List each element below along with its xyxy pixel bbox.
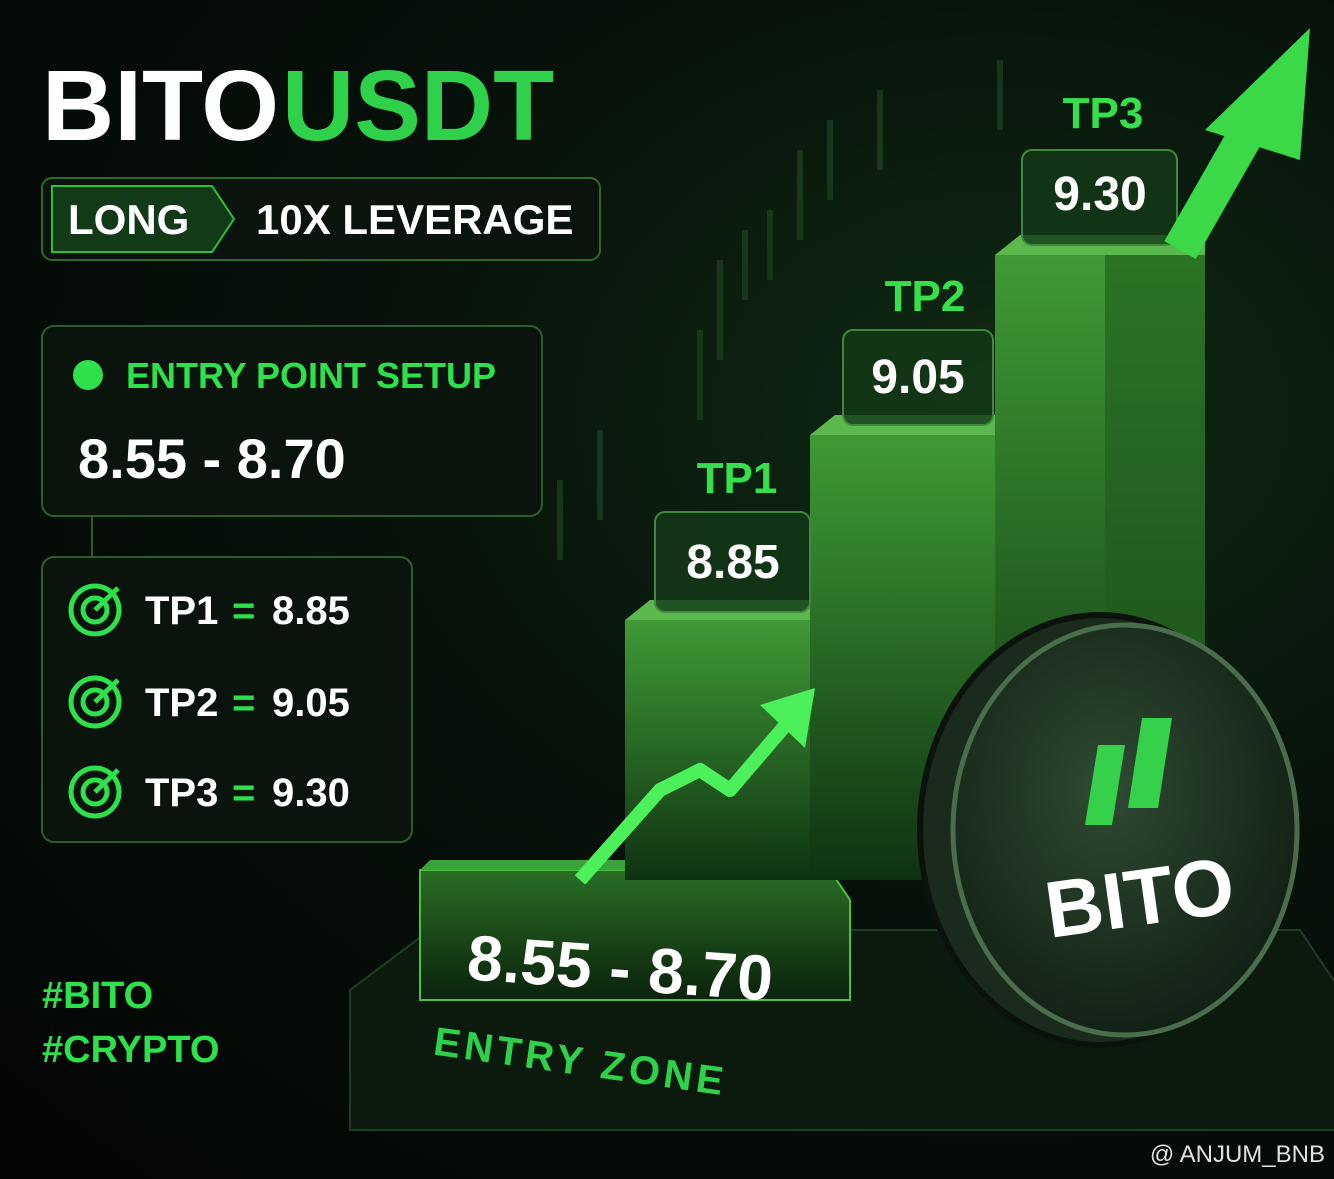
- target-separator: =: [232, 681, 255, 725]
- entry-label: ENTRY POINT SETUP: [126, 355, 496, 396]
- tp-title: TP2: [885, 272, 966, 321]
- illustration: [349, 28, 1334, 1131]
- bg-candles: [557, 60, 1003, 560]
- entry-range: 8.55 - 8.70: [78, 427, 346, 490]
- hashtag: #CRYPTO: [42, 1029, 219, 1071]
- target-label: TP1: [145, 589, 218, 633]
- target-value: 9.30: [272, 771, 350, 815]
- tp-value: 9.05: [871, 351, 964, 404]
- hashtag: #BITO: [42, 975, 153, 1017]
- target-separator: =: [232, 771, 255, 815]
- tp-title: TP3: [1063, 89, 1144, 138]
- entry-box: [41, 325, 543, 517]
- zone-label: ENTRY ZONE: [431, 1020, 730, 1105]
- tp-value: 9.30: [1053, 168, 1146, 221]
- tag-box: [41, 177, 601, 261]
- targets-box: [41, 556, 413, 843]
- title-left: BITO: [42, 50, 279, 162]
- target-value: 9.05: [272, 681, 350, 725]
- target-label: TP2: [145, 681, 218, 725]
- tp-title: TP1: [697, 454, 778, 503]
- watermark: @ ANJUM_BNB: [1150, 1141, 1325, 1168]
- target-value: 8.85: [272, 589, 350, 633]
- title-right: USDT: [282, 50, 554, 162]
- zone-range: 8.55 - 8.70: [465, 921, 775, 1014]
- tp-value: 8.85: [686, 536, 779, 589]
- leverage: 10X LEVERAGE: [256, 196, 573, 243]
- entry-dot: [73, 360, 103, 390]
- target-label: TP3: [145, 771, 218, 815]
- target-separator: =: [232, 589, 255, 633]
- target-icons: [68, 583, 122, 819]
- direction: LONG: [68, 196, 189, 243]
- coin-label: BITO: [1040, 840, 1240, 955]
